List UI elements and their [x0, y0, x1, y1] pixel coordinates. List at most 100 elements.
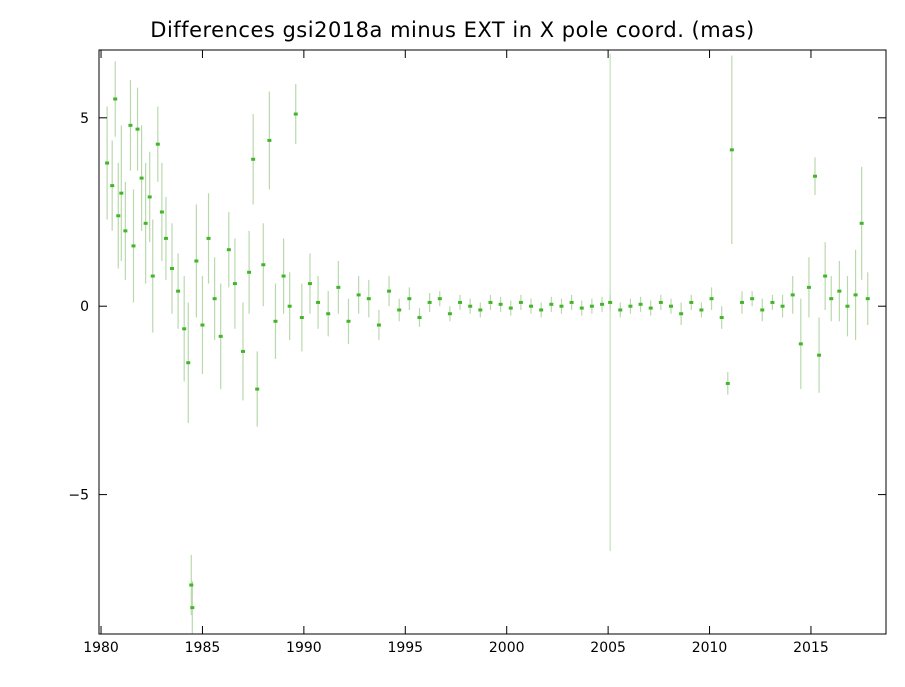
data-point	[110, 184, 115, 188]
data-point	[458, 300, 463, 304]
data-point	[128, 123, 133, 127]
data-point	[798, 342, 803, 346]
data-point	[823, 274, 828, 278]
data-point	[549, 302, 554, 306]
data-point	[853, 293, 858, 297]
x-tick-label: 1985	[185, 640, 221, 656]
data-point	[116, 214, 121, 218]
data-point	[232, 282, 237, 286]
y-tick-label: −5	[68, 488, 89, 504]
data-point	[739, 300, 744, 304]
data-point	[427, 300, 432, 304]
data-point	[376, 323, 381, 327]
data-point	[267, 138, 272, 142]
data-point	[135, 127, 140, 131]
x-tick-label: 2010	[692, 640, 728, 656]
data-point	[200, 323, 205, 327]
data-point	[186, 361, 191, 365]
x-tick-label: 1995	[387, 640, 423, 656]
data-point	[194, 259, 199, 263]
data-point	[859, 221, 864, 225]
data-point	[147, 195, 152, 199]
data-point	[447, 312, 452, 316]
data-point	[113, 97, 118, 101]
data-point	[212, 297, 217, 301]
data-point	[770, 300, 775, 304]
data-point	[176, 289, 181, 293]
data-point	[817, 353, 822, 357]
data-point	[159, 210, 164, 214]
y-tick-label: 0	[80, 299, 89, 315]
data-point	[255, 387, 260, 391]
chart-title: Differences gsi2018a minus EXT in X pole…	[150, 18, 755, 42]
data-point	[293, 112, 298, 116]
data-point	[845, 304, 850, 308]
data-point	[170, 267, 175, 271]
data-point	[336, 285, 341, 289]
data-point	[155, 142, 160, 146]
data-point	[780, 304, 785, 308]
data-point	[189, 583, 194, 587]
data-point	[226, 248, 231, 252]
data-point	[790, 293, 795, 297]
data-point	[468, 304, 473, 308]
data-point	[407, 297, 412, 301]
data-point	[356, 293, 361, 297]
data-point	[478, 308, 483, 312]
data-point	[806, 285, 811, 289]
data-point	[829, 297, 834, 301]
data-point	[689, 300, 694, 304]
data-point	[628, 304, 633, 308]
data-point	[518, 300, 523, 304]
x-tick-label: 2005	[590, 640, 626, 656]
data-point	[316, 300, 321, 304]
data-point	[498, 302, 503, 306]
data-point	[150, 274, 155, 278]
data-point	[813, 174, 818, 178]
data-point	[589, 304, 594, 308]
data-point	[281, 274, 286, 278]
data-point	[247, 270, 252, 274]
data-point	[139, 176, 144, 180]
data-point	[658, 300, 663, 304]
data-point	[719, 316, 724, 320]
data-point	[760, 308, 765, 312]
data-point	[668, 304, 673, 308]
data-point	[105, 161, 110, 165]
data-point	[397, 308, 402, 312]
data-point	[579, 306, 584, 310]
data-point	[182, 327, 187, 331]
data-point	[251, 157, 256, 161]
data-point	[143, 221, 148, 225]
data-point	[287, 304, 292, 308]
data-point	[729, 148, 734, 152]
data-point	[725, 381, 730, 385]
x-tick-label: 1990	[286, 640, 322, 656]
data-point	[123, 229, 128, 233]
data-point	[346, 319, 351, 323]
data-point	[488, 300, 493, 304]
data-point	[618, 308, 623, 312]
data-point	[437, 297, 442, 301]
data-point	[299, 316, 304, 320]
data-point	[131, 244, 136, 248]
data-point	[699, 308, 704, 312]
data-point	[600, 302, 605, 306]
x-tick-label: 2015	[793, 640, 829, 656]
data-point	[241, 349, 246, 353]
data-point	[569, 300, 574, 304]
data-point	[273, 319, 278, 323]
data-point	[190, 606, 195, 610]
data-point	[679, 312, 684, 316]
data-point	[837, 289, 842, 293]
data-point	[387, 289, 392, 293]
data-point	[608, 300, 613, 304]
data-point	[865, 297, 870, 301]
data-point	[119, 191, 124, 195]
data-point	[508, 306, 513, 310]
data-point	[366, 297, 371, 301]
data-point	[709, 297, 714, 301]
y-tick-label: 5	[80, 111, 89, 127]
x-tick-label: 2000	[489, 640, 525, 656]
